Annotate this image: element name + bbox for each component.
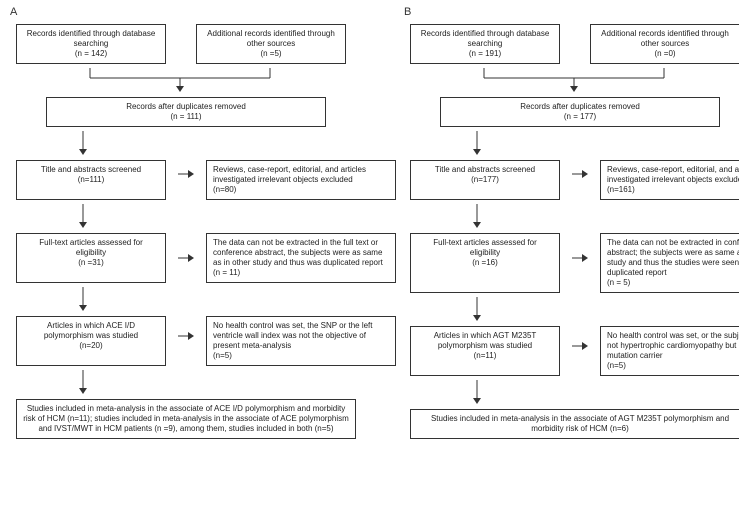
box-polymorphism: Articles in which ACE I/D polymorphism w… (16, 316, 166, 366)
arrow-down-icon (420, 131, 739, 160)
box-screened: Title and abstracts screened(n=111) (16, 160, 166, 200)
box-screened-excluded: Reviews, case-report, editorial, and art… (600, 160, 739, 200)
arrow-down-icon (420, 204, 739, 233)
box-fulltext: Full-text articles assessed for eligibil… (16, 233, 166, 283)
arrow-down-icon (420, 297, 739, 326)
flowchart-container: A Records identified through database se… (10, 10, 729, 443)
box-final: Studies included in meta-analysis in the… (16, 399, 356, 439)
arrow-down-icon (26, 370, 346, 399)
box-other-sources: Additional records identified through ot… (196, 24, 346, 64)
box-fulltext: Full-text articles assessed for eligibil… (410, 233, 560, 293)
box-poly-excluded: No health control was set, or the subjec… (600, 326, 739, 376)
panel-b: B Records identified through database se… (404, 10, 739, 443)
arrow-right-icon (572, 326, 588, 366)
merge-arrow (26, 68, 346, 97)
box-poly-excluded: No health control was set, the SNP or th… (206, 316, 396, 366)
box-db-search: Records identified through database sear… (410, 24, 560, 64)
box-fulltext-excluded: The data can not be extracted in confere… (600, 233, 739, 293)
panel-b-label: B (404, 6, 411, 18)
box-screened: Title and abstracts screened(n=177) (410, 160, 560, 200)
arrow-down-icon (26, 287, 346, 316)
box-screened-excluded: Reviews, case-report, editorial, and art… (206, 160, 396, 200)
box-fulltext-excluded: The data can not be extracted in the ful… (206, 233, 396, 283)
arrow-down-icon (26, 204, 346, 233)
arrow-down-icon (26, 131, 346, 160)
panel-a-label: A (10, 6, 17, 18)
box-final: Studies included in meta-analysis in the… (410, 409, 739, 439)
box-polymorphism: Articles in which AGT M235T polymorphism… (410, 326, 560, 376)
panel-a: A Records identified through database se… (10, 10, 396, 443)
arrow-down-icon (420, 380, 739, 409)
merge-arrow (420, 68, 739, 97)
arrow-right-icon (572, 233, 588, 283)
arrow-right-icon (572, 160, 588, 188)
box-dedup: Records after duplicates removed(n = 177… (440, 97, 720, 127)
box-other-sources: Additional records identified through ot… (590, 24, 739, 64)
arrow-right-icon (178, 316, 194, 356)
arrow-right-icon (178, 233, 194, 283)
arrow-right-icon (178, 160, 194, 188)
box-db-search: Records identified through database sear… (16, 24, 166, 64)
box-dedup: Records after duplicates removed(n = 111… (46, 97, 326, 127)
